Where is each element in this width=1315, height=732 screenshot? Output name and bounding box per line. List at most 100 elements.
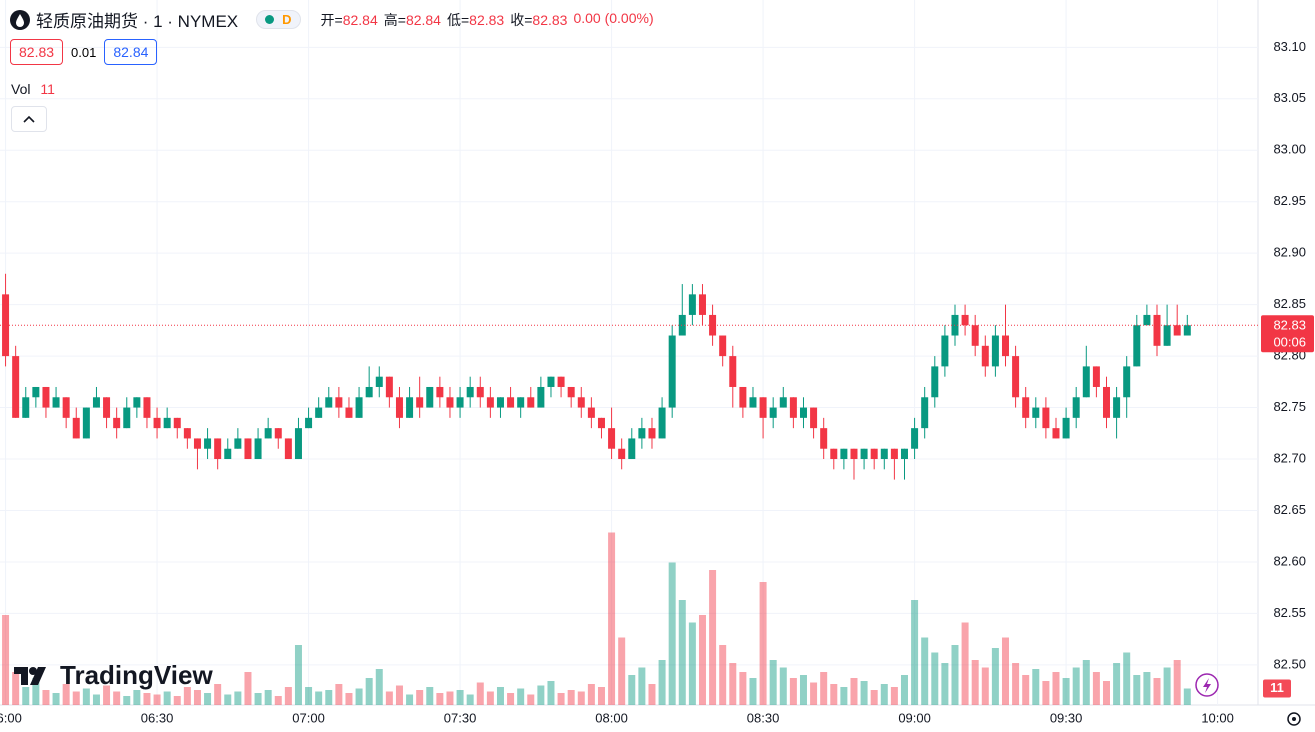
candle-body xyxy=(32,386,40,398)
volume-bar xyxy=(981,667,989,705)
candle-body xyxy=(789,397,797,418)
candle xyxy=(860,448,868,705)
volume-bar xyxy=(880,684,888,705)
volume-bar xyxy=(103,685,111,705)
candle-body xyxy=(860,448,868,460)
candle xyxy=(193,438,201,705)
volume-bar xyxy=(22,687,30,705)
session-badge[interactable]: D xyxy=(256,10,301,29)
volume-bar xyxy=(113,691,121,705)
delay-badge: D xyxy=(282,12,292,27)
y-tick-label: 83.00 xyxy=(1273,142,1306,157)
candle xyxy=(769,397,777,705)
candle xyxy=(557,376,565,705)
volume-tag-label: 11 xyxy=(1270,680,1284,695)
volume-bar xyxy=(911,600,919,705)
volume-bar xyxy=(1133,675,1141,705)
candle xyxy=(234,428,242,705)
volume-bar xyxy=(82,688,90,705)
candle-body xyxy=(193,438,201,449)
volume-bar xyxy=(143,693,151,705)
candle xyxy=(123,397,131,705)
legend-label: 开= xyxy=(320,11,343,28)
volume-bar xyxy=(375,669,383,705)
ask-button[interactable]: 82.84 xyxy=(104,39,158,65)
volume-bar xyxy=(799,675,807,705)
candle xyxy=(890,448,898,705)
volume-bar xyxy=(456,690,464,705)
candle-body xyxy=(325,397,333,408)
volume-bar xyxy=(1102,681,1110,705)
candle-body xyxy=(204,438,212,449)
candle xyxy=(476,376,484,705)
candle xyxy=(608,407,616,705)
candle-body xyxy=(749,397,757,408)
volume-bar xyxy=(688,622,696,705)
candle xyxy=(224,438,232,705)
candle xyxy=(153,407,161,705)
candle xyxy=(325,386,333,705)
candle xyxy=(547,376,555,705)
candle xyxy=(1092,366,1100,705)
volume-bar xyxy=(1072,667,1080,705)
candle-body xyxy=(1052,428,1060,439)
candle-body xyxy=(799,407,807,418)
y-tick-label: 82.55 xyxy=(1273,605,1306,620)
volume-bar xyxy=(608,532,616,705)
volume-bar xyxy=(476,682,484,705)
candle xyxy=(1062,407,1070,705)
candle-body xyxy=(527,397,535,408)
replay-button[interactable] xyxy=(1195,673,1219,697)
bid-button[interactable]: 82.83 xyxy=(10,39,64,65)
spread: 0.01 xyxy=(71,44,97,60)
candle-body xyxy=(698,294,706,315)
symbol-title[interactable]: 轻质原油期货 · 1 · NYMEX xyxy=(36,12,239,31)
x-tick-label: 08:00 xyxy=(595,710,628,725)
candle-body xyxy=(395,397,403,418)
candle-body xyxy=(153,417,161,429)
settings-button[interactable] xyxy=(1287,712,1301,726)
candle-body xyxy=(567,386,575,398)
candle-body xyxy=(173,417,181,429)
candle xyxy=(143,397,151,705)
candle xyxy=(375,366,383,705)
x-tick-label: 07:00 xyxy=(292,710,325,725)
candle-body xyxy=(921,397,929,429)
volume-bar xyxy=(92,694,100,705)
volume-value: 11 xyxy=(40,81,55,97)
candle xyxy=(82,407,90,705)
settings-icon xyxy=(1287,712,1301,726)
volume-bar xyxy=(1153,678,1161,705)
candle-body xyxy=(971,325,979,346)
candle-body xyxy=(618,448,626,460)
volume-bar xyxy=(355,688,363,705)
candle xyxy=(870,448,878,705)
candle-body xyxy=(284,438,292,460)
volume-bar xyxy=(1032,669,1040,705)
candle-body xyxy=(133,397,141,408)
candle xyxy=(971,314,979,705)
candle-body xyxy=(183,428,191,439)
candle xyxy=(1052,417,1060,705)
candle xyxy=(759,397,767,705)
replay-bolt xyxy=(1203,678,1211,693)
brand-text: TradingView xyxy=(60,660,213,690)
candle-body xyxy=(476,386,484,398)
candle xyxy=(496,397,504,705)
candle xyxy=(103,397,111,705)
candle-body xyxy=(52,397,60,408)
candle-body xyxy=(1143,314,1151,326)
candle xyxy=(486,386,494,705)
candle xyxy=(214,438,222,705)
volume-bar xyxy=(1012,663,1020,705)
candle-body xyxy=(961,314,969,326)
candle-body xyxy=(82,407,90,439)
candle-body xyxy=(880,448,888,460)
candle-body xyxy=(517,397,525,408)
candle xyxy=(163,407,171,705)
candle xyxy=(880,448,888,705)
collapse-button[interactable] xyxy=(11,106,47,132)
candle xyxy=(416,376,424,705)
candle-body xyxy=(668,335,676,408)
